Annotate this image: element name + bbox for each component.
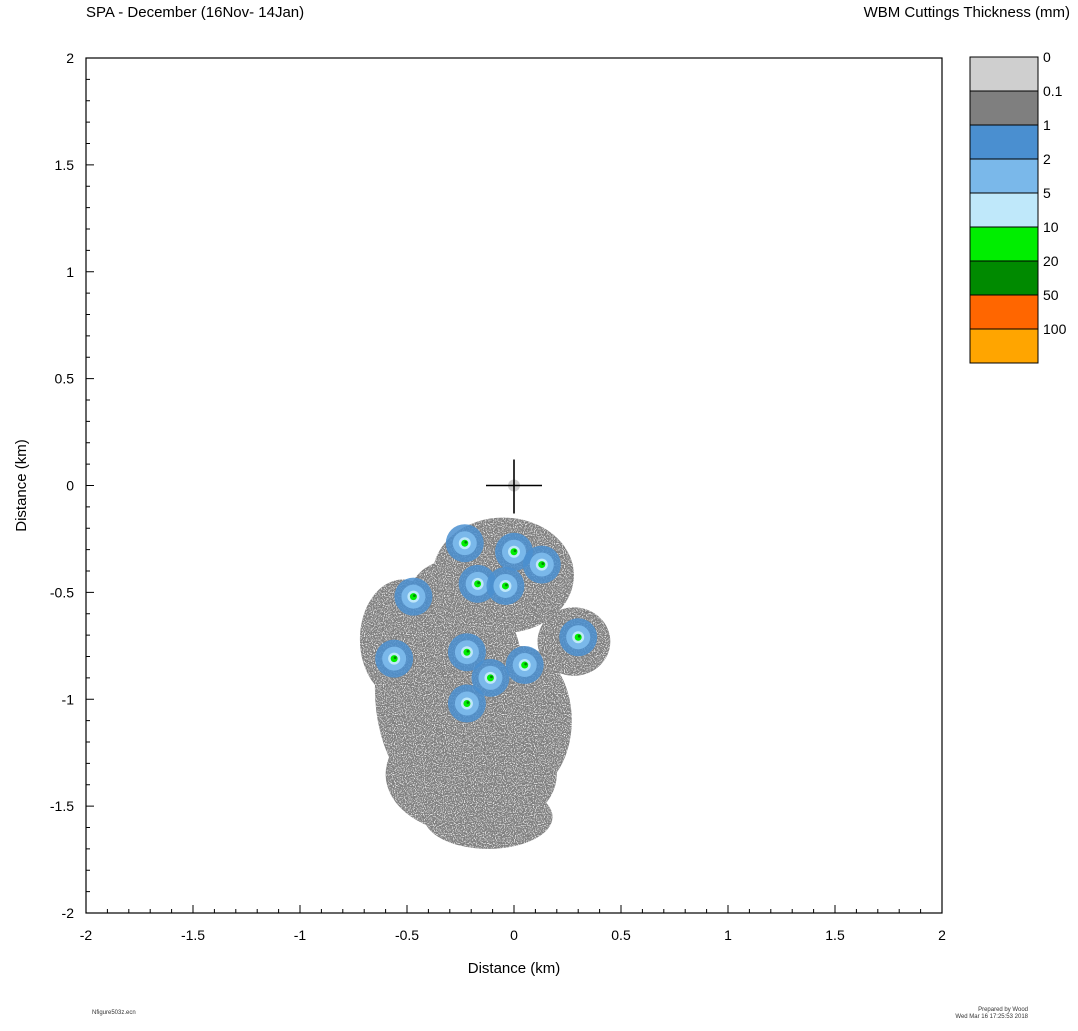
legend-label: 10 <box>1043 219 1059 235</box>
hotspot-peak <box>477 581 481 585</box>
y-tick-label: -0.5 <box>50 584 74 600</box>
deposition-hotspot <box>445 524 484 563</box>
x-axis-title: Distance (km) <box>468 960 561 977</box>
chart-title: SPA - December (16Nov- 14Jan) <box>86 4 305 21</box>
hotspot-core <box>510 548 518 556</box>
deposition-speckle-area <box>424 784 553 849</box>
hotspot-peak <box>466 701 470 704</box>
x-tick-label: 1.5 <box>825 927 845 943</box>
legend-swatch <box>969 56 1039 92</box>
legend-swatch <box>969 124 1039 160</box>
hotspot-peak <box>413 594 416 598</box>
legend-swatch <box>969 328 1039 364</box>
hotspot-peak <box>505 583 508 587</box>
x-tick-label: -0.5 <box>395 927 419 943</box>
x-tick-label: -1 <box>294 927 307 943</box>
legend: 0 0.1 1 2 5 10 20 50 100 <box>969 49 1067 364</box>
legend-label: 100 <box>1043 321 1067 337</box>
hotspot-core <box>574 633 582 641</box>
hotspot-peak <box>524 662 528 666</box>
deposition-hotspot <box>559 618 598 657</box>
x-tick-label: 1 <box>724 927 732 943</box>
legend-swatch <box>969 226 1039 262</box>
deposition-layer <box>359 459 611 849</box>
legend-label: 5 <box>1043 185 1051 201</box>
legend-title: WBM Cuttings Thickness (mm) <box>863 4 1070 21</box>
hotspot-peak <box>541 562 545 565</box>
deposition-hotspot <box>522 545 561 584</box>
y-axis-title: Distance (km) <box>13 439 30 532</box>
deposition-hotspot <box>458 564 497 603</box>
y-tick-label: -1 <box>62 691 75 707</box>
y-tick-label: 1 <box>66 264 74 280</box>
hotspot-core <box>501 582 509 590</box>
y-tick-label: -1.5 <box>50 798 74 814</box>
y-tick-label: 1.5 <box>55 157 75 173</box>
x-tick-label: -2 <box>80 927 93 943</box>
x-tick-label: 0 <box>510 927 518 943</box>
legend-label: 1 <box>1043 117 1051 133</box>
discharge-site-marker <box>486 459 542 514</box>
hotspot-peak <box>490 675 493 679</box>
legend-swatch <box>969 158 1039 194</box>
hotspot-peak <box>513 549 517 553</box>
x-tick-label: 0.5 <box>611 927 631 943</box>
hotspot-core <box>409 593 417 601</box>
deposition-hotspot <box>486 566 525 605</box>
legend-label: 20 <box>1043 253 1059 269</box>
deposition-hotspot <box>447 633 486 672</box>
y-tick-label: 0 <box>66 478 74 494</box>
deposition-hotspot <box>394 577 433 616</box>
hotspot-core <box>521 661 529 669</box>
footer-prepared-by: Prepared by Wood Wed Mar 16 17:25:53 201… <box>955 1007 1028 1021</box>
legend-swatch <box>969 260 1039 296</box>
hotspot-peak <box>393 656 397 660</box>
legend-swatch <box>969 192 1039 228</box>
footer-prepared-line: Prepared by Wood <box>978 1007 1028 1013</box>
hotspot-core <box>461 539 469 547</box>
axes: -2 -1.5 -1 -0.5 0 0.5 1 1.5 2 2 1.5 1 0.5 0 -0.5 -1 -1.5… <box>13 50 946 977</box>
y-tick-label: 2 <box>66 50 74 66</box>
hotspot-core <box>538 561 546 569</box>
legend-label: 0.1 <box>1043 83 1063 99</box>
hotspot-peak <box>577 634 581 638</box>
deposition-hotspot <box>375 639 414 678</box>
x-tick-label: 2 <box>938 927 946 943</box>
legend-swatch <box>969 90 1039 126</box>
x-tick-label: -1.5 <box>181 927 205 943</box>
y-tick-label: -2 <box>62 905 75 921</box>
legend-label: 50 <box>1043 287 1059 303</box>
deposition-hotspot <box>505 646 544 685</box>
legend-label: 2 <box>1043 151 1051 167</box>
hotspot-peak <box>466 649 470 653</box>
legend-swatch <box>969 294 1039 330</box>
footer-timestamp: Wed Mar 16 17:25:53 2018 <box>955 1014 1028 1020</box>
hotspot-core <box>463 700 471 708</box>
deposition-hotspot <box>447 684 486 723</box>
y-tick-label: 0.5 <box>55 371 75 387</box>
hotspot-core <box>390 655 398 663</box>
hotspot-core <box>474 580 482 588</box>
legend-label: 0 <box>1043 49 1051 65</box>
deposition-hotspot <box>471 658 510 697</box>
footer-file-name: Nfigure503z.ecn <box>92 1010 136 1016</box>
hotspot-core <box>463 648 471 656</box>
hotspot-peak <box>464 540 468 544</box>
hotspot-core <box>486 674 494 682</box>
